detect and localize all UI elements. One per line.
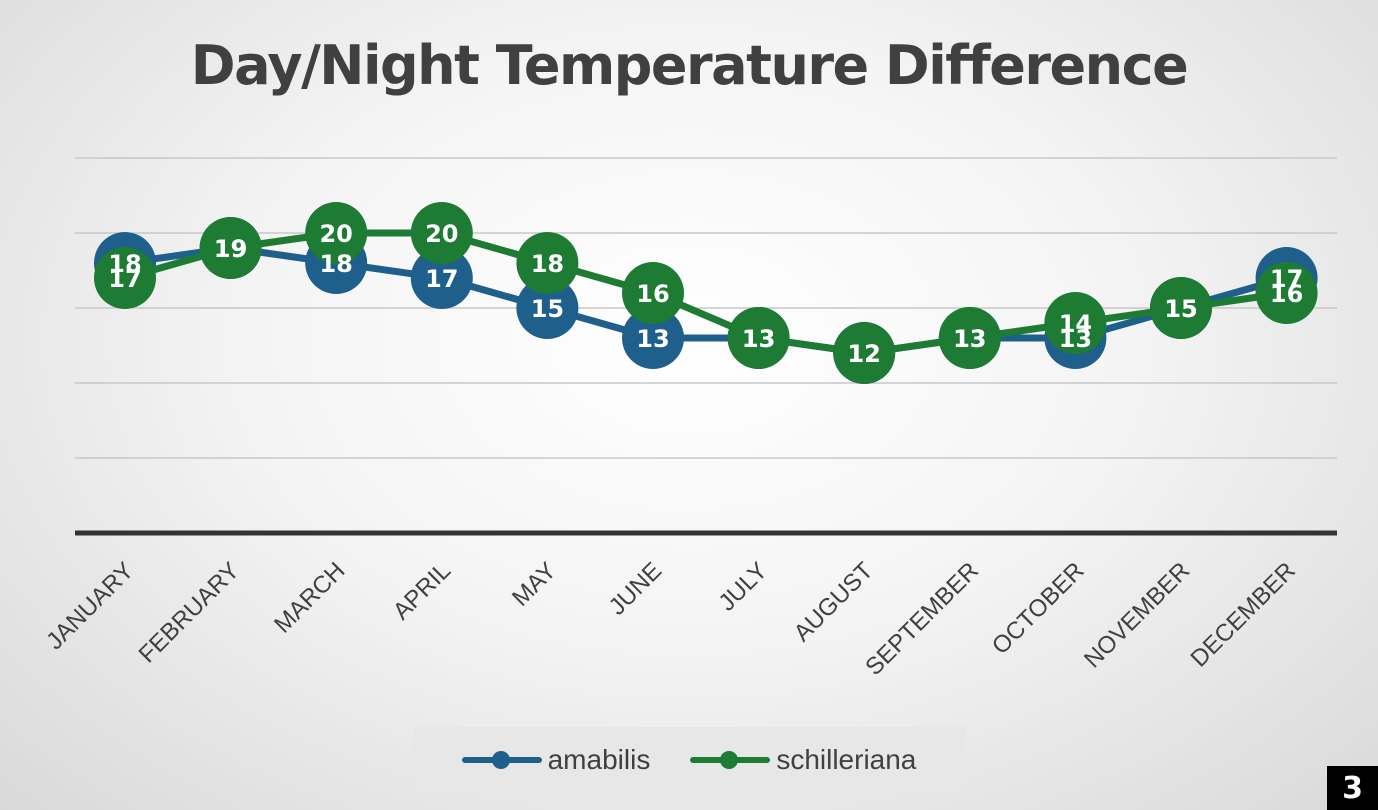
x-tick-label: JUNE [604, 557, 667, 620]
data-label: 18 [531, 250, 564, 278]
data-point [1044, 292, 1107, 354]
data-point [516, 277, 579, 339]
data-label: 17 [108, 265, 141, 293]
data-label: 13 [953, 325, 986, 353]
data-label: 18 [319, 250, 352, 278]
legend: amabilis schilleriana [413, 727, 965, 792]
chart-title: Day/Night Temperature Difference [190, 34, 1189, 97]
data-point [622, 307, 684, 369]
legend-label-schilleriana: schilleriana [776, 743, 917, 775]
data-label: 13 [1059, 325, 1092, 353]
gridlines [75, 157, 1337, 536]
data-point [516, 232, 579, 294]
data-label: 17 [425, 265, 458, 293]
data-label: 15 [1164, 295, 1197, 323]
data-label: 12 [847, 340, 880, 368]
x-tick-label: MARCH [269, 557, 350, 638]
series-schilleriana [94, 202, 1318, 384]
data-point [938, 307, 1001, 369]
legend-marker-amabilis [461, 750, 542, 769]
data-label: 13 [953, 325, 986, 353]
x-tick-label: SEPTEMBER [860, 557, 984, 681]
data-label: 15 [1164, 295, 1197, 323]
data-label: 12 [847, 340, 880, 368]
data-label: 13 [742, 325, 775, 353]
data-label: 16 [1270, 280, 1303, 308]
data-point [94, 247, 156, 309]
data-label: 14 [1059, 310, 1092, 338]
x-tick-label: MAY [507, 557, 562, 612]
legend-label-amabilis: amabilis [547, 743, 651, 775]
data-point [622, 262, 684, 324]
x-tick-label: NOVEMBER [1079, 557, 1195, 673]
series-line [124, 244, 1288, 357]
data-label: 20 [319, 220, 352, 248]
x-tick-label: DECEMBER [1186, 557, 1301, 672]
legend-item-schilleriana: schilleriana [690, 744, 916, 776]
data-point [1255, 262, 1318, 324]
data-label: 15 [531, 295, 564, 323]
data-label: 16 [636, 280, 669, 308]
data-point [727, 307, 790, 369]
data-label: 19 [214, 235, 247, 263]
x-tick-label: FEBRUARY [134, 557, 245, 668]
data-point [199, 217, 262, 279]
data-point [305, 202, 368, 264]
data-point [1150, 277, 1212, 339]
x-tick-label: JULY [714, 557, 773, 616]
x-tick-label: OCTOBER [987, 557, 1090, 660]
data-label: 13 [636, 325, 669, 353]
data-point [410, 202, 473, 264]
x-tick-label: JANUARY [41, 557, 139, 655]
x-tick-label: AUGUST [789, 557, 879, 647]
data-label: 19 [214, 235, 247, 263]
data-point [833, 322, 896, 384]
data-label: 20 [425, 220, 458, 248]
data-label: 18 [108, 250, 141, 278]
x-tick-label: APRIL [388, 557, 456, 625]
legend-marker-schilleriana [690, 750, 771, 769]
data-label: 13 [742, 325, 775, 353]
legend-item-amabilis: amabilis [461, 743, 651, 776]
data-label: 17 [1270, 265, 1303, 293]
data-point [410, 247, 473, 309]
page-number-badge: 3 [1327, 766, 1378, 810]
